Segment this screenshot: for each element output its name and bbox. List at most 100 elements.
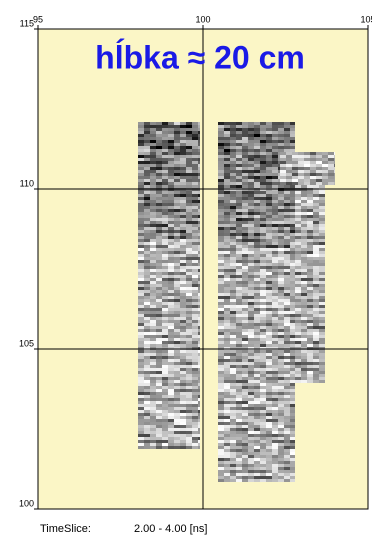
radar-cell [180,239,186,242]
radar-cell [156,251,162,254]
radar-cell [224,458,230,461]
radar-cell [260,305,266,308]
radar-cell [156,308,162,311]
radar-cell [290,191,295,194]
radar-cell [224,164,230,167]
radar-cell [186,161,192,164]
radar-cell [248,332,254,335]
radar-cell [156,335,162,338]
radar-cell [307,317,313,320]
radar-cell [254,374,260,377]
radar-cell [138,176,144,179]
radar-cell [266,128,272,131]
radar-cell [313,356,319,359]
radar-cell [260,431,266,434]
radar-cell [150,149,156,152]
radar-cell [224,326,230,329]
radar-cell [290,374,295,377]
radar-cell [298,179,304,182]
radar-cell [186,209,192,212]
radar-cell [242,176,248,179]
radar-cell [272,440,278,443]
radar-cell [242,323,248,326]
radar-cell [284,440,290,443]
radar-cell [272,449,278,452]
radar-cell [301,194,307,197]
radar-cell [266,380,272,383]
radar-cell [248,443,254,446]
radar-cell [278,245,284,248]
radar-cell [198,131,200,134]
radar-cell [236,218,242,221]
radar-cell [150,260,156,263]
radar-cell [192,290,198,293]
radar-cell [295,212,301,215]
radar-cell [180,443,186,446]
radar-cell [248,344,254,347]
radar-cell [272,407,278,410]
radar-cell [242,164,248,167]
radar-cell [266,356,272,359]
radar-cell [138,431,144,434]
radar-cell [248,266,254,269]
radar-cell [186,416,192,419]
radar-cell [272,362,278,365]
radar-cell [254,461,260,464]
radar-cell [144,353,150,356]
radar-cell [180,245,186,248]
radar-cell [174,446,180,449]
radar-cell [218,425,224,428]
radar-cell [156,254,162,257]
radar-cell [224,410,230,413]
radar-cell [144,158,150,161]
radar-cell [156,248,162,251]
radar-cell [280,167,286,170]
radar-cell [248,209,254,212]
radar-cell [292,167,298,170]
radar-cell [218,260,224,263]
radar-cell [260,452,266,455]
radar-cell [248,191,254,194]
radar-cell [301,284,307,287]
radar-cell [236,170,242,173]
radar-cell [186,371,192,374]
radar-cell [295,299,301,302]
radar-cell [218,239,224,242]
radar-cell [218,476,224,479]
radar-cell [313,206,319,209]
radar-cell [144,416,150,419]
radar-cell [307,245,313,248]
radar-cell [242,455,248,458]
radar-cell [242,299,248,302]
radar-cell [260,377,266,380]
radar-cell [284,266,290,269]
radar-cell [186,176,192,179]
radar-cell [198,443,200,446]
radar-cell [284,449,290,452]
radar-cell [230,257,236,260]
radar-cell [272,131,278,134]
radar-cell [248,314,254,317]
radar-cell [260,341,266,344]
radar-cell [198,230,200,233]
radar-cell [218,443,224,446]
radar-cell [242,203,248,206]
radar-cell [150,410,156,413]
radar-cell [260,350,266,353]
radar-cell [319,269,325,272]
radar-cell [290,362,295,365]
radar-cell [236,428,242,431]
radar-cell [290,305,295,308]
radar-cell [162,359,168,362]
radar-cell [266,143,272,146]
radar-cell [260,275,266,278]
radar-cell [162,173,168,176]
radar-cell [192,413,198,416]
radar-cell [266,413,272,416]
radar-cell [254,425,260,428]
radar-cell [254,209,260,212]
radar-cell [236,254,242,257]
radar-cell [168,404,174,407]
radar-cell [254,134,260,137]
radar-cell [138,401,144,404]
